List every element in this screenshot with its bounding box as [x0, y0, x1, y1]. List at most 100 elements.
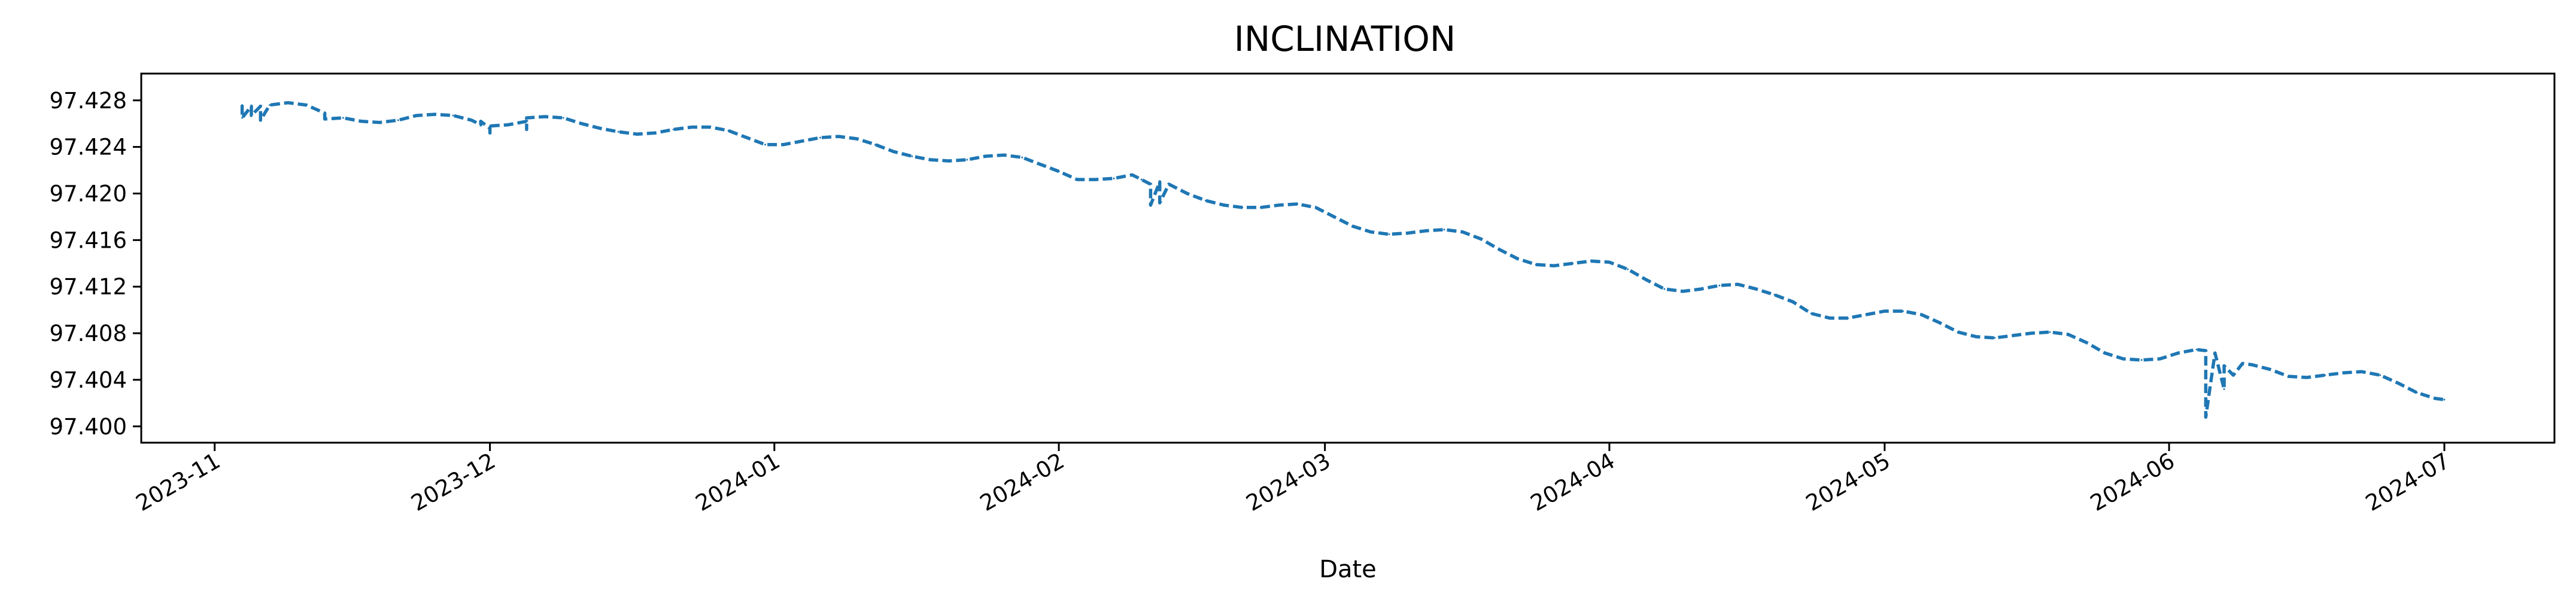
data-point: [489, 125, 491, 127]
data-point: [2416, 391, 2418, 394]
data-point: [1149, 204, 1152, 206]
data-point: [379, 121, 381, 124]
data-point: [1259, 206, 1262, 209]
data-point: [259, 119, 262, 121]
data-point: [1407, 232, 1409, 235]
data-point: [1424, 230, 1427, 232]
data-point: [1094, 178, 1096, 181]
data-point: [837, 135, 840, 138]
data-point: [1737, 283, 1739, 285]
data-point: [2361, 370, 2363, 373]
data-point: [250, 114, 253, 117]
data-point: [1682, 290, 1684, 293]
data-point: [581, 123, 583, 125]
data-point: [1590, 260, 1592, 262]
data-point: [929, 159, 931, 161]
data-point: [1645, 279, 1647, 281]
data-point: [2104, 352, 2106, 354]
data-point: [342, 117, 344, 119]
y-axis: 97.400 97.404 97.408 97.412 97.416 97.420 97.4…: [50, 88, 141, 440]
data-point: [874, 144, 876, 146]
data-point: [1223, 204, 1225, 206]
data-point: [1369, 231, 1372, 233]
data-point: [2085, 342, 2088, 344]
data-point: [2342, 371, 2344, 374]
data-point: [617, 130, 619, 133]
data-point: [2140, 359, 2143, 361]
data-point: [434, 113, 436, 115]
data-point: [287, 102, 289, 104]
data-point: [801, 140, 803, 142]
data-point: [1608, 261, 1611, 263]
data-point: [241, 104, 244, 106]
data-point: [2122, 358, 2124, 360]
data-point: [1627, 268, 1629, 270]
data-point: [259, 105, 262, 107]
data-point: [892, 150, 895, 153]
y-tick-label: 97.428: [50, 88, 127, 114]
data-point: [2269, 368, 2271, 370]
y-tick-label: 97.424: [50, 135, 127, 160]
data-point: [1186, 193, 1189, 194]
data-point: [489, 132, 491, 134]
data-point: [1884, 310, 1886, 312]
data-point: [1957, 331, 1959, 333]
data-point: [1663, 288, 1666, 290]
data-point: [2434, 397, 2437, 400]
data-point: [1994, 337, 1996, 339]
data-point: [544, 115, 546, 118]
y-tick-label: 97.408: [50, 321, 127, 346]
data-point: [1975, 336, 1977, 338]
data-point: [241, 117, 244, 119]
x-axis-label: Date: [1319, 556, 1377, 583]
chart-title: INCLINATION: [1234, 19, 1456, 59]
data-point: [1140, 178, 1143, 181]
data-point: [415, 114, 418, 117]
data-point: [525, 128, 528, 130]
data-point: [2049, 331, 2051, 333]
data-point: [1168, 183, 1170, 185]
data-point: [1865, 313, 1867, 316]
data-point: [2223, 388, 2225, 390]
data-point: [2241, 363, 2244, 365]
data-point: [764, 144, 766, 146]
y-tick-label: 97.404: [50, 367, 127, 393]
data-point: [1278, 204, 1280, 206]
data-point: [1828, 317, 1831, 319]
data-point: [1241, 206, 1244, 209]
data-point: [727, 129, 730, 132]
data-point: [2443, 398, 2446, 401]
data-point: [672, 128, 675, 130]
data-point: [1498, 248, 1500, 251]
data-point: [1113, 177, 1115, 179]
data-point: [691, 126, 693, 128]
data-point: [654, 132, 656, 134]
data-point: [489, 127, 491, 129]
data-point: [636, 133, 638, 135]
data-point: [1058, 170, 1060, 172]
data-point: [470, 119, 473, 121]
data-point: [1039, 163, 1041, 166]
data-point: [479, 120, 482, 123]
data-point: [525, 120, 528, 123]
data-point: [911, 155, 913, 157]
data-point: [1535, 263, 1537, 266]
data-point: [2030, 332, 2033, 334]
data-point: [1131, 173, 1134, 176]
data-point: [2287, 375, 2289, 377]
data-point: [782, 144, 785, 146]
data-point: [2195, 348, 2198, 351]
data-point: [479, 124, 482, 126]
data-point: [2397, 382, 2399, 385]
y-tick-label: 97.400: [50, 414, 127, 440]
data-point: [1021, 156, 1023, 159]
plot-area: [240, 101, 2446, 419]
data-point: [2379, 374, 2381, 376]
data-point: [2177, 352, 2179, 354]
inclination-series-line: [240, 101, 2445, 419]
data-point: [1076, 178, 1079, 181]
data-point: [1204, 199, 1207, 202]
data-point: [819, 136, 821, 139]
